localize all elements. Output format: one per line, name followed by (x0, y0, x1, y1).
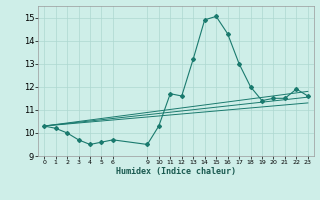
X-axis label: Humidex (Indice chaleur): Humidex (Indice chaleur) (116, 167, 236, 176)
